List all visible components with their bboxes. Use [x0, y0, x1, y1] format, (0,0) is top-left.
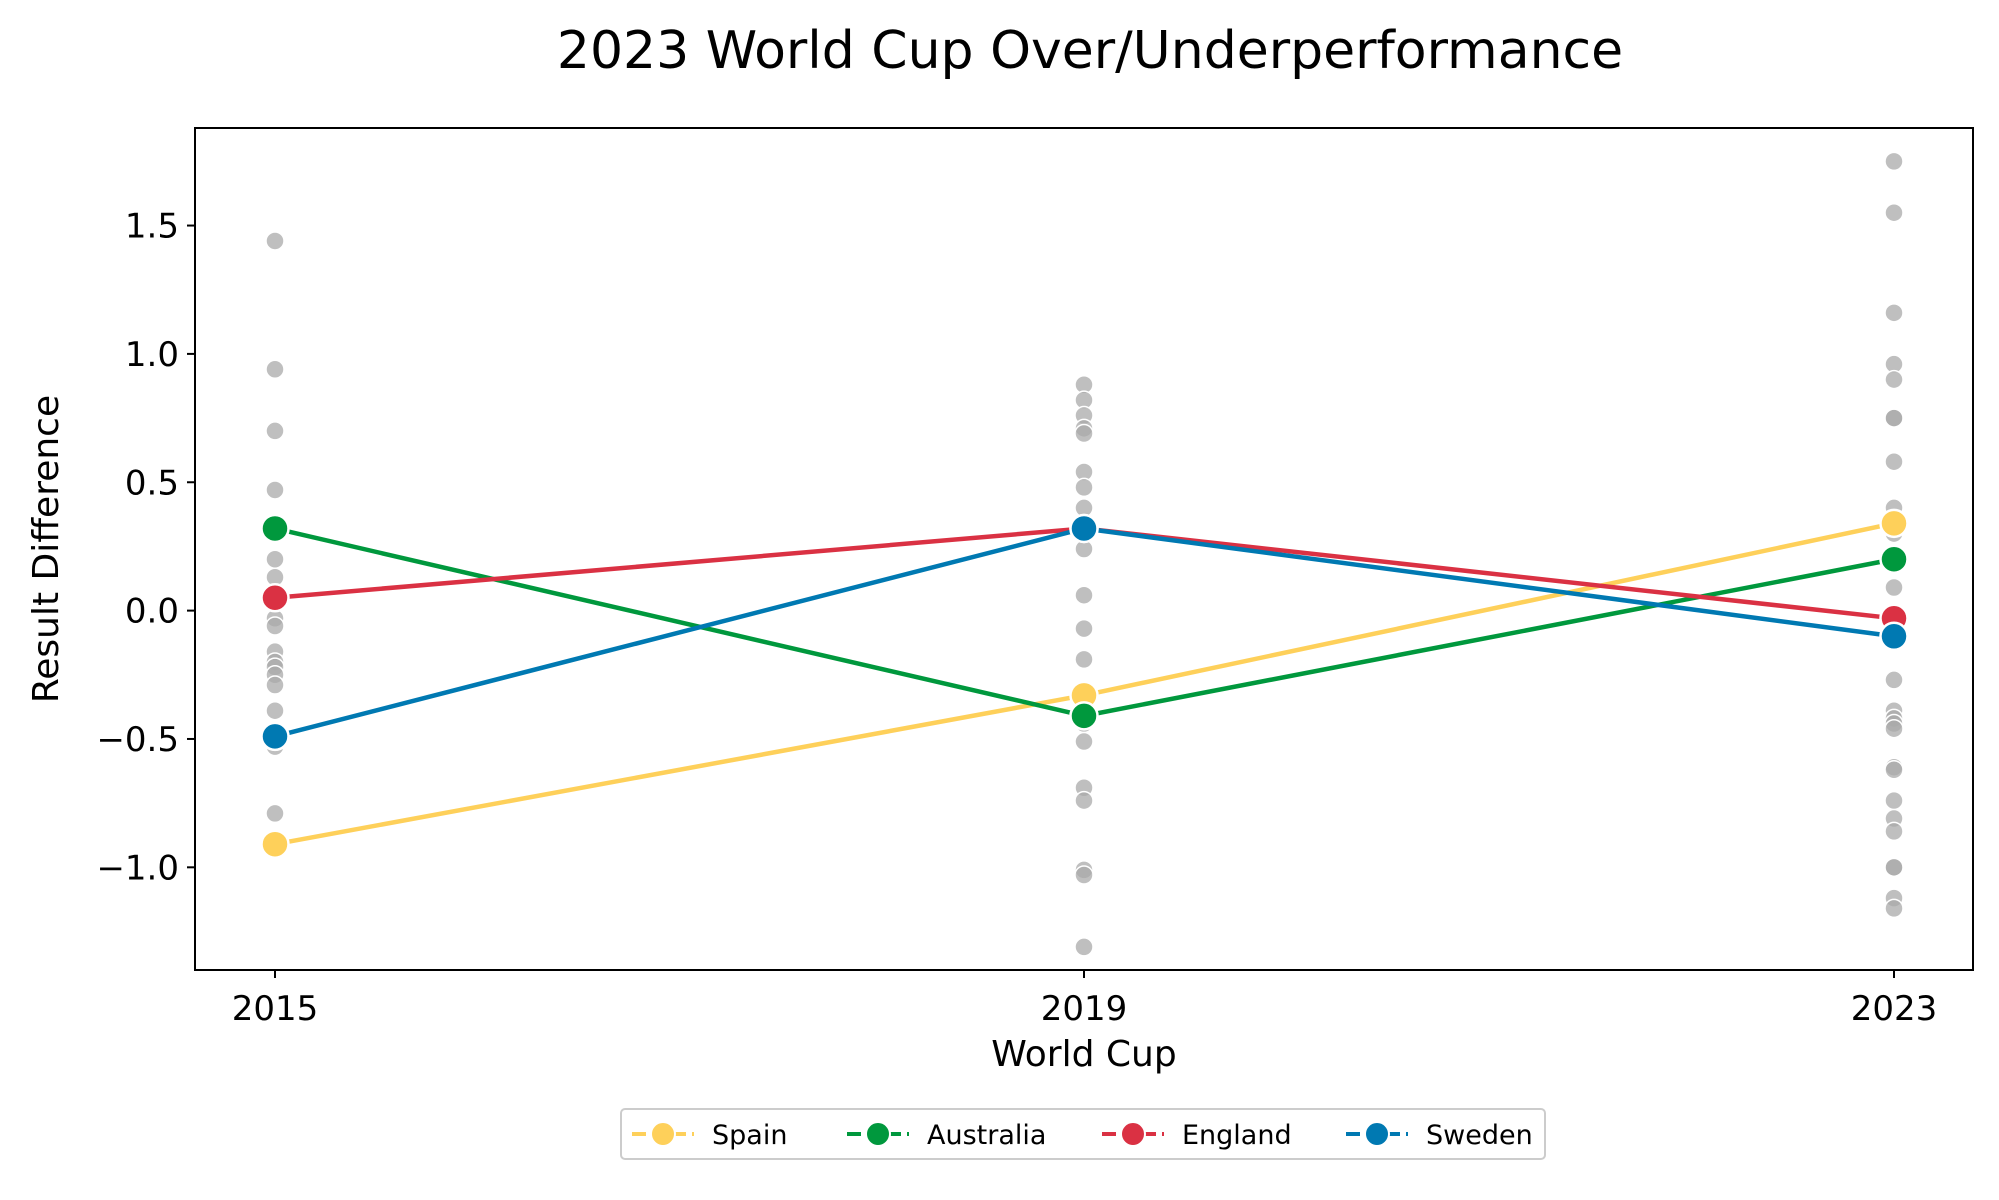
y-tick-label: 0.5 [125, 463, 179, 503]
y-tick-label: 1.5 [125, 207, 179, 247]
legend-label: England [1182, 1120, 1292, 1151]
background-point [1884, 718, 1904, 739]
background-point [265, 675, 285, 695]
series-point-england [260, 583, 290, 613]
background-point [265, 359, 285, 380]
background-point [1884, 857, 1904, 878]
background-point [1074, 649, 1094, 670]
series-point-australia [260, 513, 290, 544]
x-axis: 2015 2019 2023 [232, 970, 1938, 1029]
series-point-sweden [1879, 621, 1909, 652]
legend-marker [1120, 1121, 1146, 1147]
background-point [1884, 151, 1904, 172]
series-point-sweden [260, 721, 290, 752]
legend-item-sweden: Sweden [1346, 1120, 1533, 1151]
background-point [1074, 865, 1094, 885]
background-points [265, 151, 1904, 957]
y-axis-title: Result Difference [26, 395, 67, 703]
x-tick-label: 2015 [232, 989, 319, 1029]
background-point [1074, 585, 1094, 605]
background-point [1884, 451, 1904, 472]
y-axis: 1.5 1.0 0.5 0.0 −0.5 −1.0 [96, 207, 195, 888]
legend-label: Sweden [1426, 1120, 1533, 1151]
background-point [265, 421, 285, 441]
legend-label: Australia [927, 1120, 1046, 1151]
background-point [1074, 937, 1094, 957]
x-tick-label: 2023 [1851, 989, 1938, 1029]
legend-item-spain: Spain [632, 1120, 787, 1151]
background-point [1884, 821, 1904, 842]
legend: Spain Australia England Sweden [620, 1108, 1546, 1160]
background-point [265, 700, 285, 721]
series-point-spain [260, 829, 290, 859]
y-tick-label: 0.0 [125, 592, 179, 632]
background-point [1884, 898, 1904, 919]
background-point [1074, 423, 1094, 444]
background-point [1884, 790, 1904, 811]
background-point [1074, 618, 1094, 639]
background-point [265, 231, 285, 251]
x-axis-title: World Cup [991, 1034, 1176, 1075]
background-point [1884, 369, 1904, 390]
series-point-australia [1069, 701, 1099, 731]
y-tick-label: −1.0 [96, 848, 179, 888]
y-tick-label: 1.0 [125, 335, 179, 375]
y-tick-label: −0.5 [96, 720, 179, 760]
background-point [1074, 731, 1094, 752]
legend-item-england: England [1102, 1120, 1292, 1151]
background-point [1884, 303, 1904, 323]
background-point [1884, 408, 1904, 428]
legend-marker [650, 1121, 676, 1147]
legend-item-australia: Australia [847, 1120, 1046, 1151]
background-point [265, 803, 285, 824]
series-point-sweden [1069, 513, 1099, 544]
background-point [1884, 760, 1904, 780]
legend-marker [1364, 1121, 1390, 1147]
legend-marker [865, 1121, 891, 1147]
background-point [265, 549, 285, 570]
series-point-spain [1879, 508, 1909, 539]
background-point [265, 616, 285, 636]
x-tick-label: 2019 [1041, 989, 1128, 1029]
background-point [265, 480, 285, 500]
background-point [1884, 202, 1904, 223]
background-point [1884, 670, 1904, 690]
legend-box [620, 1108, 1546, 1160]
series-markers [260, 508, 1909, 859]
background-point [1884, 577, 1904, 598]
series-point-australia [1879, 544, 1909, 575]
background-point [1074, 477, 1094, 498]
background-point [1074, 790, 1094, 811]
legend-label: Spain [712, 1120, 787, 1151]
chart-title: 2023 World Cup Over/Underperformance [557, 21, 1623, 81]
